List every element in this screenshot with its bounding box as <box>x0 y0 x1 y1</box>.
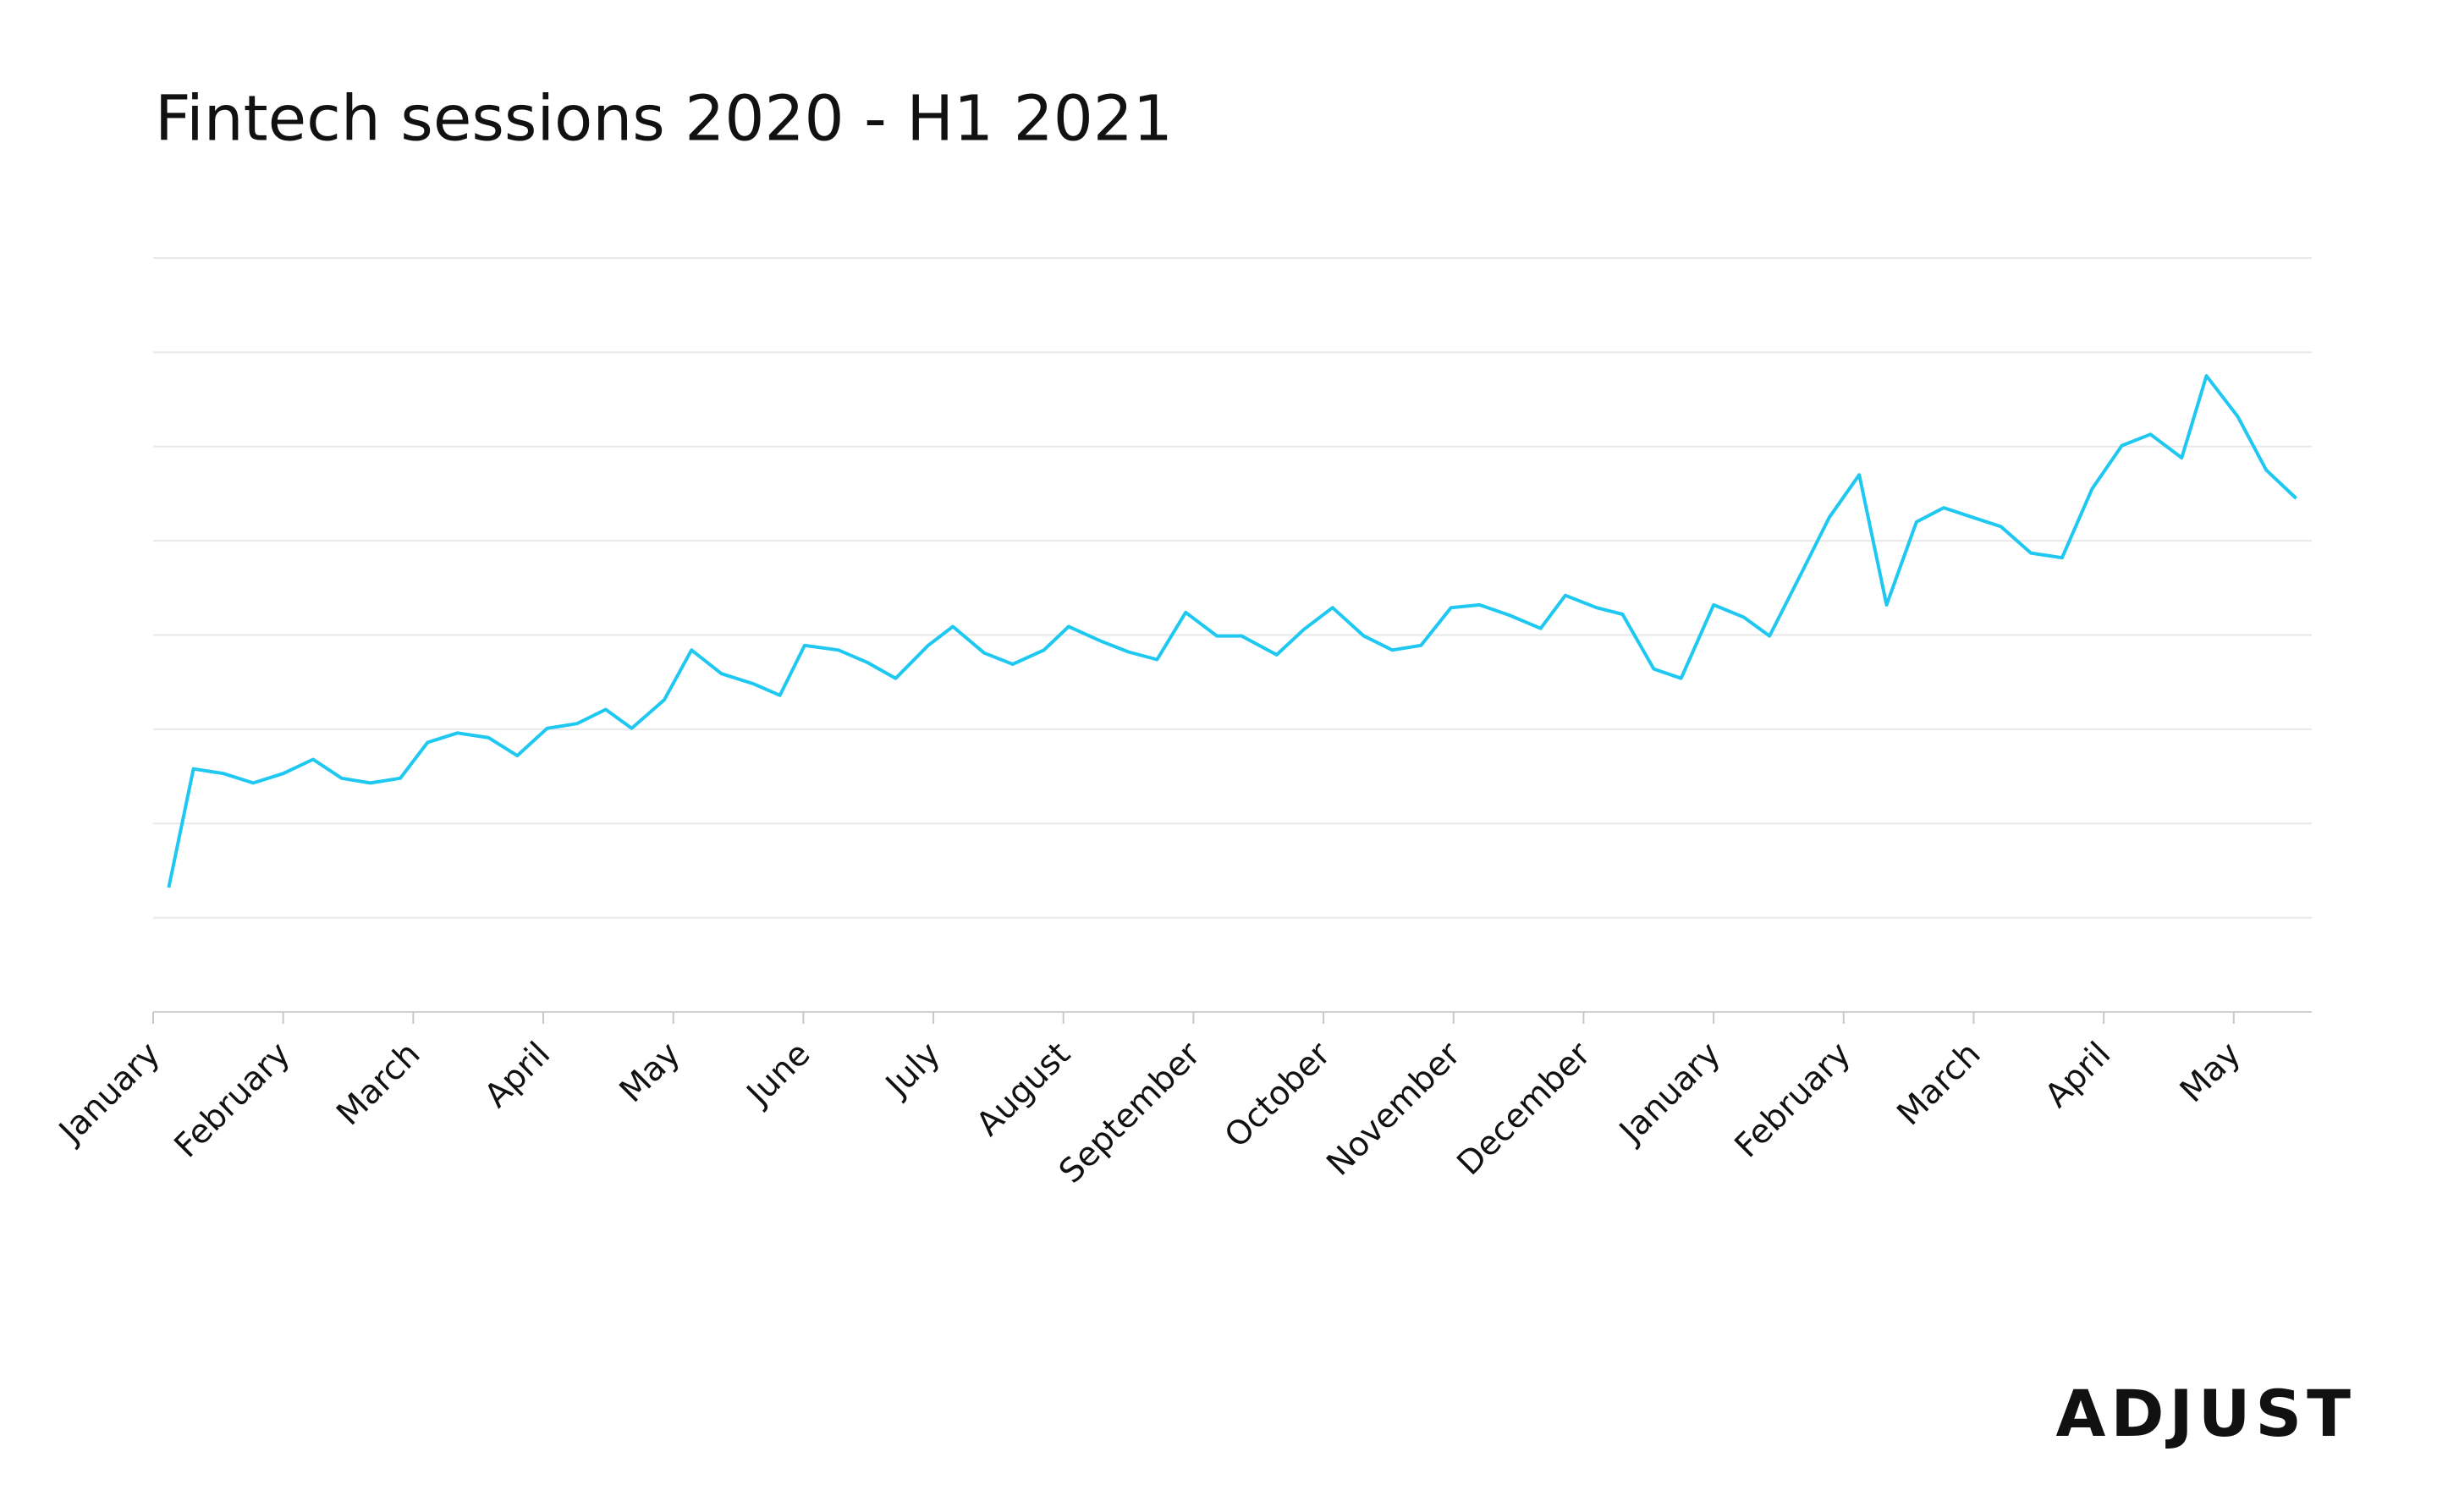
x-tick-label: January <box>51 1035 168 1152</box>
brand-logo: ADJUST <box>2056 1376 2356 1451</box>
x-tick-label: January <box>1611 1035 1728 1152</box>
x-tick-label: June <box>738 1035 817 1114</box>
x-tick-label: November <box>1320 1035 1469 1184</box>
x-tick-label: March <box>330 1035 428 1133</box>
x-tick-label: April <box>477 1035 558 1115</box>
x-tick-label: April <box>2038 1035 2118 1115</box>
chart-title: Fintech sessions 2020 - H1 2021 <box>155 83 1173 156</box>
x-tick-label: February <box>168 1035 298 1165</box>
data-line <box>167 374 2297 888</box>
x-tick-label: May <box>2173 1035 2248 1110</box>
x-tick-label: September <box>1052 1035 1208 1191</box>
x-tick-label: May <box>613 1035 688 1110</box>
x-tick-label: October <box>1218 1035 1339 1156</box>
x-tick-label: February <box>1728 1035 1858 1165</box>
x-tick-label: March <box>1890 1035 1989 1133</box>
x-tick-label: December <box>1450 1035 1599 1184</box>
x-tick-label: July <box>877 1035 949 1106</box>
x-tick-label: August <box>969 1035 1077 1143</box>
